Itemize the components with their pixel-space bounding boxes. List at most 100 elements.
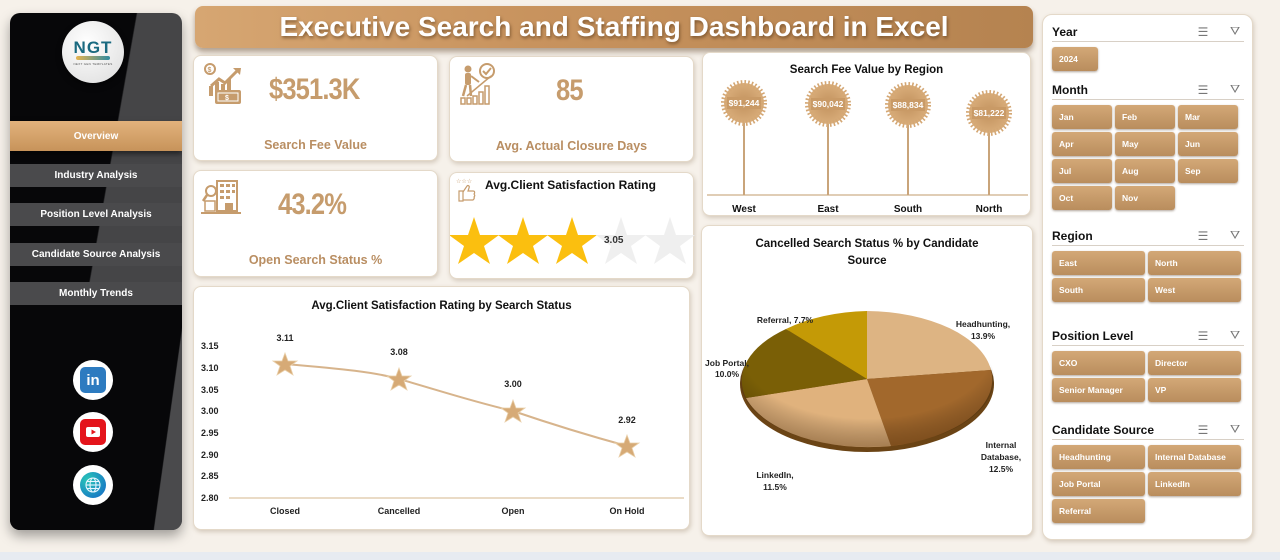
multi-select-icon[interactable]: ☰ xyxy=(1197,24,1209,39)
slicer-year: Year ☰ ⛛ 2024 xyxy=(1052,22,1244,71)
slicer-item-2024[interactable]: 2024 xyxy=(1052,47,1098,71)
slicer-title: Region xyxy=(1052,228,1093,243)
x-label: Open xyxy=(501,506,524,516)
data-label: 3.08 xyxy=(390,347,408,357)
slicer-item-linkedin[interactable]: LinkedIn xyxy=(1148,472,1241,496)
x-label: North xyxy=(976,204,1003,215)
slicer-title: Position Level xyxy=(1052,328,1134,343)
slicer-item-apr[interactable]: Apr xyxy=(1052,132,1112,156)
clear-filter-icon[interactable]: ⛛ xyxy=(1229,228,1241,242)
kpi-card-satisfaction: ☆☆☆ Avg.Client Satisfaction Rating 3.05 xyxy=(449,172,695,279)
linkedin-icon: in xyxy=(80,367,106,393)
star-rating xyxy=(450,217,695,264)
chart-search-fee-by-region: Search Fee Value by Region $91,244 $90,0… xyxy=(702,52,1031,216)
chart-title: Cancelled Search Status % by Candidate S… xyxy=(755,238,979,267)
star-filled-icon xyxy=(450,217,499,264)
nav-position-level-analysis[interactable]: Position Level Analysis xyxy=(10,203,182,226)
nav-industry-analysis[interactable]: Industry Analysis xyxy=(10,164,182,187)
svg-text:3.10: 3.10 xyxy=(201,363,219,373)
clear-filter-icon[interactable]: ⛛ xyxy=(1229,24,1241,38)
slicer-item-north[interactable]: North xyxy=(1148,251,1241,275)
slicer-item-sep[interactable]: Sep xyxy=(1178,159,1238,183)
clear-filter-icon[interactable]: ⛛ xyxy=(1229,328,1241,342)
satisfaction-title: Avg.Client Satisfaction Rating xyxy=(485,178,656,192)
bar-label-north: $81,222 xyxy=(974,108,1005,118)
svg-text:12.5%: 12.5% xyxy=(989,464,1014,474)
svg-text:☆☆☆: ☆☆☆ xyxy=(456,178,472,185)
sidebar: NGT NEXT GEN TEMPLATES Overview Industry… xyxy=(10,13,182,530)
chart-title: Avg.Client Satisfaction Rating by Search… xyxy=(311,300,572,312)
star-empty-icon xyxy=(645,217,695,264)
slicer-item-senior-manager[interactable]: Senior Manager xyxy=(1052,378,1145,402)
search-fee-label: Search Fee Value xyxy=(264,138,367,152)
logo-subtext: NEXT GEN TEMPLATES xyxy=(73,62,113,66)
slicer-item-cxo[interactable]: CXO xyxy=(1052,351,1145,375)
bar-label-south: $88,834 xyxy=(893,100,924,110)
multi-select-icon[interactable]: ☰ xyxy=(1197,82,1209,97)
slicer-item-director[interactable]: Director xyxy=(1148,351,1241,375)
chart-cancelled-by-source: Cancelled Search Status % by Candidate S… xyxy=(701,225,1033,536)
svg-text:3.05: 3.05 xyxy=(201,385,219,395)
slicer-item-headhunting[interactable]: Headhunting xyxy=(1052,445,1145,469)
linkedin-button[interactable]: in xyxy=(73,360,113,400)
data-label: 3.11 xyxy=(276,333,293,343)
bar-label-west: $91,244 xyxy=(729,98,760,108)
star-filled-icon xyxy=(498,217,548,264)
svg-text:11.5%: 11.5% xyxy=(763,482,787,492)
lollipop-chart: $91,244 $90,042 $88,834 $81,222 West Eas… xyxy=(707,80,1028,215)
data-label: 2.92 xyxy=(618,415,636,425)
x-label: Cancelled xyxy=(378,506,421,516)
slicer-item-oct[interactable]: Oct xyxy=(1052,186,1112,210)
slicer-item-nov[interactable]: Nov xyxy=(1115,186,1175,210)
slicer-position-level: Position Level ☰ ⛛ CXO Director Senior M… xyxy=(1052,326,1244,402)
search-fee-value: $351.3K xyxy=(269,73,360,106)
nav-candidate-source-analysis[interactable]: Candidate Source Analysis xyxy=(10,243,182,266)
clear-filter-icon[interactable]: ⛛ xyxy=(1229,422,1241,436)
svg-text:3.15: 3.15 xyxy=(201,341,219,351)
youtube-button[interactable] xyxy=(73,412,113,452)
building-search-icon xyxy=(201,180,241,214)
slicer-item-aug[interactable]: Aug xyxy=(1115,159,1175,183)
slicer-title: Year xyxy=(1052,24,1078,39)
kpi-card-search-fee: $ $ $351.3K Search Fee Value xyxy=(193,55,438,161)
money-growth-icon: $ $ xyxy=(204,63,241,104)
nav-monthly-trends[interactable]: Monthly Trends xyxy=(10,282,182,305)
slicer-item-internal-database[interactable]: Internal Database xyxy=(1148,445,1241,469)
slicer-item-may[interactable]: May xyxy=(1115,132,1175,156)
thumbs-up-stars-icon: ☆☆☆ xyxy=(456,178,476,202)
svg-text:LinkedIn,: LinkedIn, xyxy=(756,470,793,480)
slicer-item-feb[interactable]: Feb xyxy=(1115,105,1175,129)
closure-days-value: 85 xyxy=(556,74,584,107)
slicer-item-mar[interactable]: Mar xyxy=(1178,105,1238,129)
svg-text:2.80: 2.80 xyxy=(201,493,219,503)
clear-filter-icon[interactable]: ⛛ xyxy=(1229,82,1241,96)
slicer-item-jan[interactable]: Jan xyxy=(1052,105,1112,129)
slicer-item-job-portal[interactable]: Job Portal xyxy=(1052,472,1145,496)
page-title: Executive Search and Staffing Dashboard … xyxy=(279,11,949,42)
slicer-item-jun[interactable]: Jun xyxy=(1178,132,1238,156)
person-climb-check-icon xyxy=(460,63,495,105)
website-button[interactable] xyxy=(73,465,113,505)
slicer-item-east[interactable]: East xyxy=(1052,251,1145,275)
chart-satisfaction-by-status: Avg.Client Satisfaction Rating by Search… xyxy=(193,286,690,530)
multi-select-icon[interactable]: ☰ xyxy=(1197,228,1209,243)
closure-days-label: Avg. Actual Closure Days xyxy=(495,139,648,153)
pie-chart: Headhunting, 13.9% Internal Database, 12.5%… xyxy=(705,311,1021,492)
youtube-icon xyxy=(80,419,106,445)
slicer-item-referral[interactable]: Referral xyxy=(1052,499,1145,523)
slicer-item-vp[interactable]: VP xyxy=(1148,378,1241,402)
slicer-region: Region ☰ ⛛ East North South West xyxy=(1052,226,1244,302)
svg-text:13.9%: 13.9% xyxy=(971,331,996,341)
open-status-label: Open Search Status % xyxy=(248,253,383,267)
star-empty-icon xyxy=(596,217,646,264)
slicer-item-south[interactable]: South xyxy=(1052,278,1145,302)
multi-select-icon[interactable]: ☰ xyxy=(1197,422,1209,437)
slicer-item-jul[interactable]: Jul xyxy=(1052,159,1112,183)
globe-icon xyxy=(80,472,106,498)
logo-text: NGT xyxy=(73,38,113,57)
multi-select-icon[interactable]: ☰ xyxy=(1197,328,1209,343)
svg-text:Referral, 7.7%: Referral, 7.7% xyxy=(757,315,814,325)
svg-text:Internal: Internal xyxy=(986,440,1017,450)
slicer-item-west[interactable]: West xyxy=(1148,278,1241,302)
nav-overview[interactable]: Overview xyxy=(10,121,182,151)
